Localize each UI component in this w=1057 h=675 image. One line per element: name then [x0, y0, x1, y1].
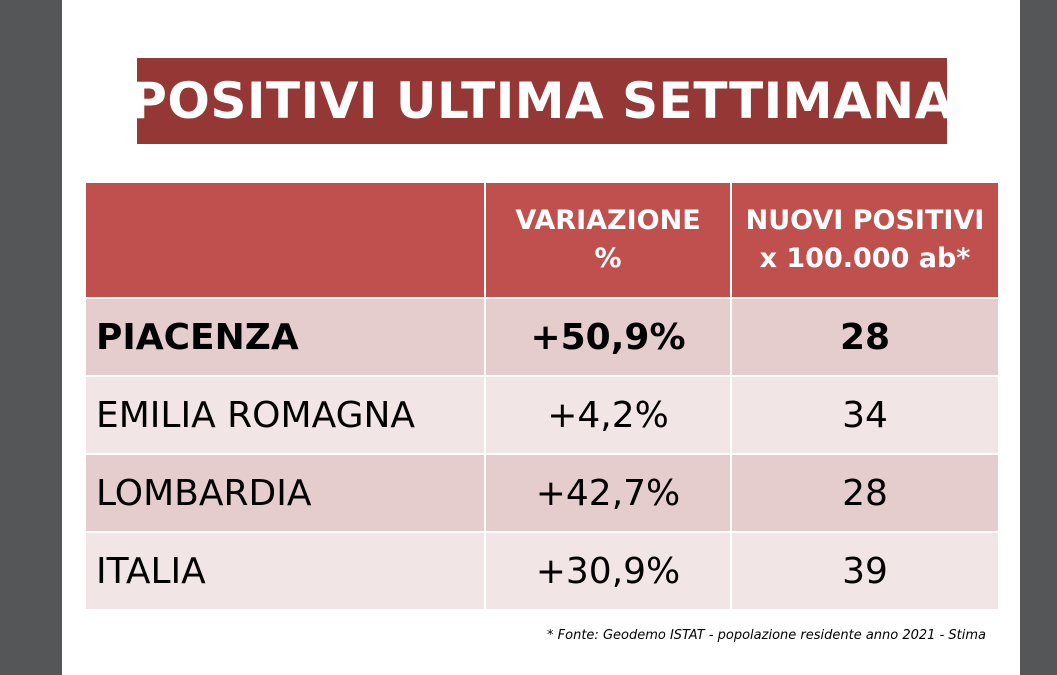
cell-region: LOMBARDIA — [84, 453, 486, 533]
table-row: ITALIA +30,9% 39 — [84, 531, 1000, 611]
cell-region: ITALIA — [84, 531, 486, 611]
title-banner: POSITIVI ULTIMA SETTIMANA — [130, 58, 953, 144]
table-row: PIACENZA +50,9% 28 — [84, 297, 1000, 377]
table-row: EMILIA ROMAGNA +4,2% 34 — [84, 375, 1000, 455]
page-title: POSITIVI ULTIMA SETTIMANA — [130, 72, 954, 130]
header-region — [84, 181, 486, 299]
header-new-cases-line1: NUOVI POSITIVI — [745, 205, 985, 236]
cell-variation: +30,9% — [484, 531, 732, 611]
cell-variation: +4,2% — [484, 375, 732, 455]
cell-variation: +42,7% — [484, 453, 732, 533]
header-variation-line1: VARIAZIONE — [515, 205, 701, 236]
header-variation-line2: % — [594, 243, 622, 274]
header-new-cases-line2: x 100.000 ab* — [759, 243, 971, 274]
cell-region: PIACENZA — [84, 297, 486, 377]
table-row: LOMBARDIA +42,7% 28 — [84, 453, 1000, 533]
positives-table: VARIAZIONE % NUOVI POSITIVI x 100.000 ab… — [84, 181, 1000, 611]
document-page: POSITIVI ULTIMA SETTIMANA VARIAZIONE % N… — [62, 0, 1020, 675]
cell-variation: +50,9% — [484, 297, 732, 377]
cell-new-cases: 39 — [730, 531, 1000, 611]
cell-new-cases: 34 — [730, 375, 1000, 455]
cell-region: EMILIA ROMAGNA — [84, 375, 486, 455]
header-new-cases: NUOVI POSITIVI x 100.000 ab* — [730, 181, 1000, 299]
source-footnote: * Fonte: Geodemo ISTAT - popolazione res… — [547, 628, 986, 643]
header-variation: VARIAZIONE % — [484, 181, 732, 299]
cell-new-cases: 28 — [730, 297, 1000, 377]
cell-new-cases: 28 — [730, 453, 1000, 533]
table-header-row: VARIAZIONE % NUOVI POSITIVI x 100.000 ab… — [84, 181, 1000, 299]
